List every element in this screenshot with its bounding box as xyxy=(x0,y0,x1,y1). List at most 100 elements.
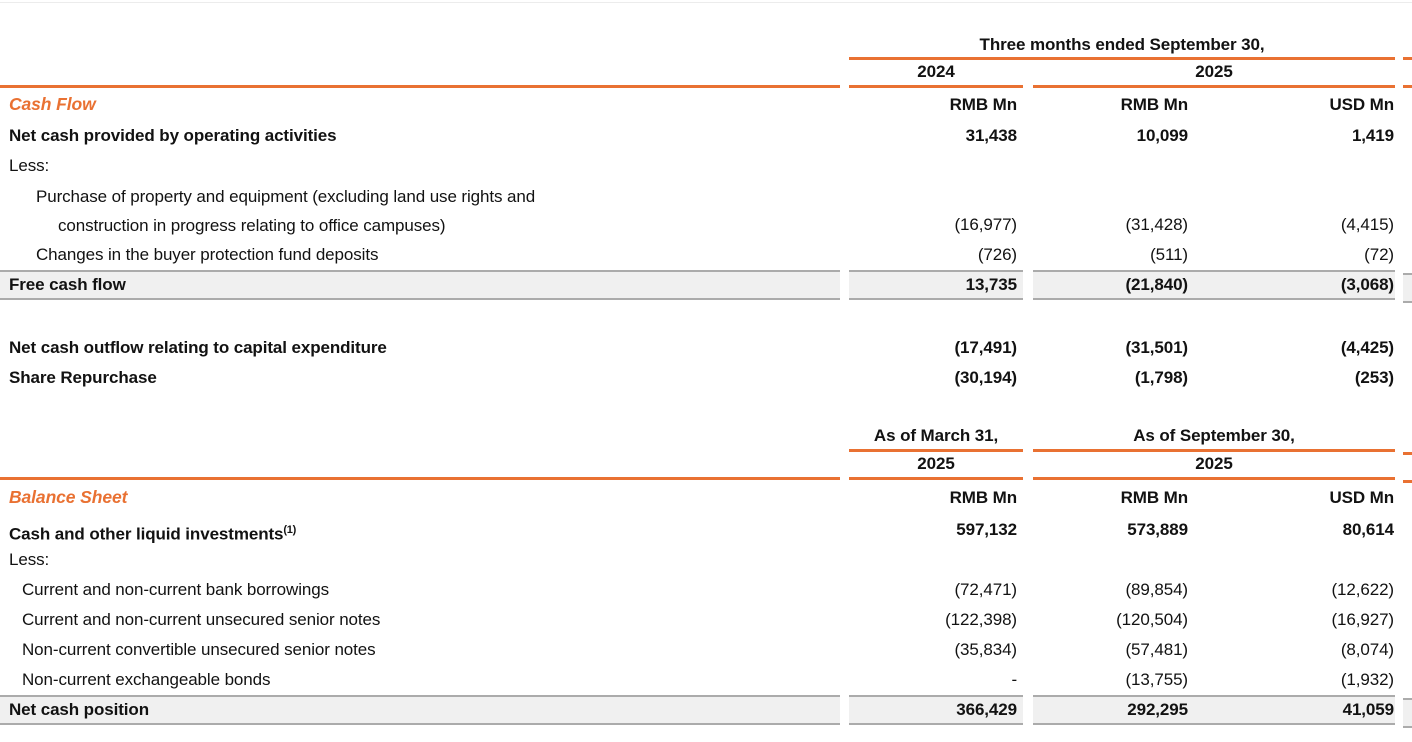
value-2025-rmb: (1,798) xyxy=(1134,368,1188,387)
column-gap xyxy=(840,452,849,480)
values-2025: (31,428) (4,415) xyxy=(1033,209,1395,240)
row-label-text: Non-current exchangeable bonds xyxy=(22,670,271,689)
row-label-text: Cash and other liquid investments xyxy=(9,524,284,544)
values-2025: (1,798) (253) xyxy=(1033,363,1395,393)
bs-units-september: RMB Mn USD Mn xyxy=(1033,480,1395,515)
cf-section-title: Cash Flow xyxy=(9,94,96,114)
cf-period-header-row: Three months ended September 30, xyxy=(0,0,1412,60)
row-label: Non-current convertible unsecured senior… xyxy=(0,635,840,665)
column-gap xyxy=(840,424,849,452)
section-spacer xyxy=(0,393,1412,424)
values-september: (57,481) (8,074) xyxy=(1033,635,1395,665)
column-gap xyxy=(1023,151,1033,181)
row-label-line2: construction in progress relating to off… xyxy=(58,216,446,235)
value-2025-usd: (3,068) xyxy=(1340,275,1394,294)
cf-period-title: Three months ended September 30, xyxy=(849,33,1395,60)
column-gap xyxy=(840,333,849,363)
column-gap xyxy=(1023,424,1033,452)
cutoff-orange-rule xyxy=(1403,57,1412,60)
value-2025-usd xyxy=(1188,151,1395,181)
bs-label-underline xyxy=(0,452,840,480)
column-gap xyxy=(1023,60,1033,88)
value-september-rmb: (57,481) xyxy=(1125,640,1188,659)
row-label: Cash and other liquid investments(1) xyxy=(0,515,840,545)
column-gap xyxy=(1023,240,1033,270)
table-row-share-repurchase: Share Repurchase (30,194) (1,798) (253) xyxy=(0,363,1412,393)
row-label: Less: xyxy=(9,156,50,175)
table-row-buyer-protection: Changes in the buyer protection fund dep… xyxy=(0,240,1412,270)
column-gap xyxy=(840,240,849,270)
value-2024: (30,194) xyxy=(954,368,1017,387)
value-2025-usd: (253) xyxy=(1354,368,1394,387)
row-label-text: Changes in the buyer protection fund dep… xyxy=(36,245,379,264)
column-gap xyxy=(840,545,849,575)
column-gap xyxy=(1023,695,1033,725)
row-label: Non-current exchangeable bonds xyxy=(0,665,840,695)
row-label: Current and non-current bank borrowings xyxy=(0,575,840,605)
table-row-exchangeable-bonds: Non-current exchangeable bonds - (13,755… xyxy=(0,665,1412,695)
cutoff-orange-rule xyxy=(1403,452,1412,455)
table-row-capex-purchase: Purchase of property and equipment (excl… xyxy=(0,181,1412,240)
values-2025: (21,840) (3,068) xyxy=(1033,270,1395,300)
value-2025-rmb xyxy=(1033,151,1188,181)
value-2024: 13,735 xyxy=(849,270,1023,300)
column-gap xyxy=(840,121,849,151)
bs-unit-september-rmb: RMB Mn xyxy=(1120,488,1188,507)
column-gap xyxy=(1023,88,1033,121)
column-gap xyxy=(840,151,849,181)
value-2025-usd: (4,415) xyxy=(1340,215,1394,234)
values-september: (13,755) (1,932) xyxy=(1033,665,1395,695)
column-gap xyxy=(840,88,849,121)
value-september-usd: (1,932) xyxy=(1340,670,1394,689)
column-gap xyxy=(1023,515,1033,545)
value-2025-rmb: 10,099 xyxy=(1136,126,1189,145)
cf-units-2025: RMB Mn USD Mn xyxy=(1033,88,1395,121)
column-gap xyxy=(840,605,849,635)
value-september-usd xyxy=(1188,545,1395,575)
value-march: - xyxy=(1011,670,1017,689)
value-march: 366,429 xyxy=(849,695,1023,725)
table-row-bank-borrowings: Current and non-current bank borrowings … xyxy=(0,575,1412,605)
row-label: Current and non-current unsecured senior… xyxy=(0,605,840,635)
value-march xyxy=(849,545,1023,575)
cf-label-underline xyxy=(0,60,840,88)
values-september: 292,295 41,059 xyxy=(1033,695,1395,725)
column-gap xyxy=(840,270,849,300)
cf-unit-2024: RMB Mn xyxy=(949,95,1017,114)
cutoff-orange-rule xyxy=(1403,85,1412,88)
bs-period-header-spacer xyxy=(0,424,840,452)
column-gap xyxy=(840,480,849,515)
row-label: Free cash flow xyxy=(0,270,840,300)
values-2025 xyxy=(1033,151,1395,181)
row-label: Net cash outflow relating to capital exp… xyxy=(9,338,387,357)
table-row-free-cash-flow: Free cash flow 13,735 (21,840) (3,068) xyxy=(0,270,1412,300)
cf-unit-2025-usd: USD Mn xyxy=(1329,95,1394,114)
column-gap xyxy=(1023,363,1033,393)
value-march: (72,471) xyxy=(954,580,1017,599)
column-gap xyxy=(1023,575,1033,605)
value-2024: 31,438 xyxy=(965,126,1018,145)
table-row-operating-cash: Net cash provided by operating activitie… xyxy=(0,121,1412,151)
column-gap xyxy=(1023,270,1033,300)
column-gap xyxy=(840,60,849,88)
cutoff-orange-rule xyxy=(1403,480,1412,483)
cf-units-header-row: Cash Flow RMB Mn RMB Mn USD Mn xyxy=(0,88,1412,121)
footnote-marker: (1) xyxy=(283,524,296,536)
column-gap xyxy=(840,635,849,665)
value-2025-usd: 1,419 xyxy=(1351,126,1394,145)
column-gap xyxy=(840,665,849,695)
value-september-usd: 80,614 xyxy=(1342,520,1395,539)
table-row-less: Less: xyxy=(0,545,1412,575)
column-gap xyxy=(840,363,849,393)
column-gap xyxy=(840,695,849,725)
values-september xyxy=(1033,545,1395,575)
value-september-rmb: (120,504) xyxy=(1116,610,1188,629)
section-spacer xyxy=(0,300,1412,333)
row-label: Purchase of property and equipment (excl… xyxy=(0,182,840,240)
row-label: Changes in the buyer protection fund dep… xyxy=(0,240,840,270)
value-2024 xyxy=(849,151,1023,181)
cf-unit-2025-rmb: RMB Mn xyxy=(1120,95,1188,114)
value-2025-usd: (4,425) xyxy=(1340,338,1394,357)
table-row-less: Less: xyxy=(0,151,1412,181)
